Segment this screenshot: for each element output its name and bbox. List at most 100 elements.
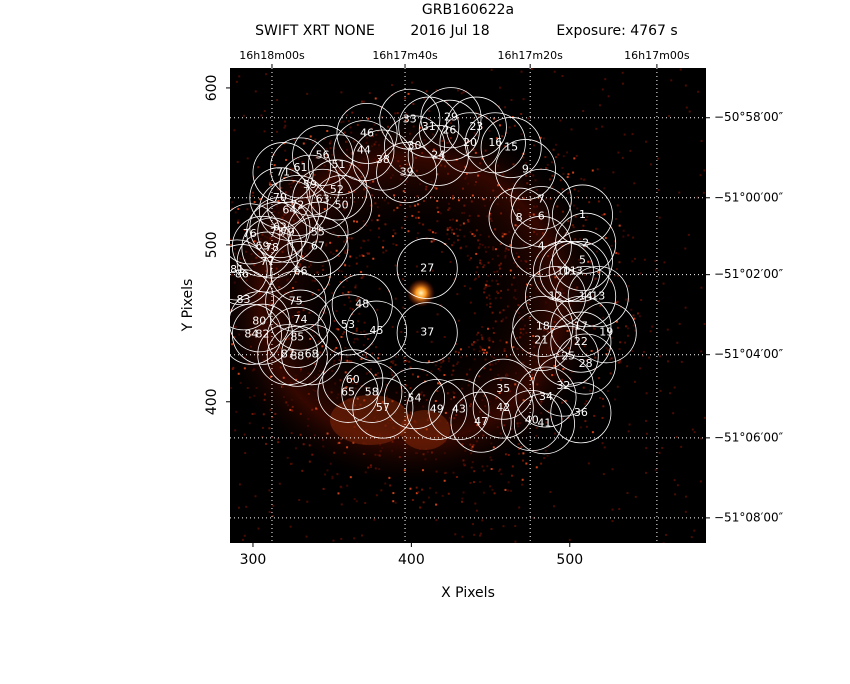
x-tick-label: 400 <box>398 552 425 568</box>
noise-pixel <box>425 90 428 93</box>
noise-pixel <box>404 97 407 100</box>
instrument: SWIFT XRT NONE <box>255 23 375 39</box>
noise-pixel <box>584 402 587 405</box>
noise-pixel <box>219 354 221 356</box>
noise-pixel <box>381 446 384 449</box>
noise-pixel <box>253 240 256 243</box>
noise-pixel <box>269 334 272 337</box>
region-circle <box>336 102 398 164</box>
noise-pixel <box>342 285 345 288</box>
region-label: 22 <box>574 335 588 348</box>
noise-pixel <box>349 164 352 167</box>
region-label: 29 <box>444 111 458 124</box>
noise-pixel <box>372 257 375 260</box>
noise-pixel <box>473 312 476 315</box>
noise-pixel <box>251 194 254 197</box>
noise-pixel <box>510 474 513 477</box>
noise-pixel <box>393 209 396 212</box>
noise-pixel <box>610 244 613 247</box>
noise-pixel <box>465 176 468 179</box>
noise-pixel <box>573 157 576 160</box>
noise-pixel <box>317 340 320 343</box>
noise-pixel <box>617 274 620 277</box>
region-circle <box>230 239 268 301</box>
noise-pixel <box>276 362 279 365</box>
noise-pixel <box>450 398 453 401</box>
noise-pixel <box>556 191 559 194</box>
noise-pixel <box>691 428 694 431</box>
noise-pixel <box>490 68 493 71</box>
noise-pixel <box>588 269 591 272</box>
noise-pixel <box>460 92 463 95</box>
noise-pixel <box>549 272 552 275</box>
noise-pixel <box>604 78 607 81</box>
noise-pixel <box>488 400 491 403</box>
noise-pixel <box>287 210 290 213</box>
y-tick-label: 400 <box>204 388 220 415</box>
noise-pixel <box>394 363 397 366</box>
noise-pixel <box>670 79 673 82</box>
noise-pixel <box>431 231 434 234</box>
region-label: 74 <box>293 313 307 326</box>
noise-pixel <box>419 126 422 129</box>
noise-pixel <box>261 426 264 429</box>
noise-pixel <box>468 214 471 217</box>
noise-pixel <box>561 244 564 247</box>
region-circle <box>287 201 349 263</box>
noise-pixel <box>459 348 462 351</box>
noise-pixel <box>371 145 374 148</box>
noise-pixel <box>465 245 468 248</box>
noise-pixel <box>263 130 266 133</box>
noise-pixel <box>314 279 317 282</box>
noise-pixel <box>435 519 438 522</box>
region-label: 2 <box>582 236 589 249</box>
noise-pixel <box>643 258 646 261</box>
noise-pixel <box>522 328 525 331</box>
noise-pixel <box>374 453 377 456</box>
noise-pixel <box>292 286 295 289</box>
noise-pixel <box>257 166 260 169</box>
noise-pixel <box>374 373 377 376</box>
noise-pixel <box>441 361 444 364</box>
noise-pixel <box>357 164 360 167</box>
noise-pixel <box>535 434 538 437</box>
noise-pixel <box>536 383 539 386</box>
noise-pixel <box>547 410 550 413</box>
noise-pixel <box>322 268 325 271</box>
noise-pixel <box>556 353 559 356</box>
noise-pixel <box>567 173 570 176</box>
noise-pixel <box>609 358 612 361</box>
noise-pixel <box>350 152 353 155</box>
noise-pixel <box>437 367 440 370</box>
noise-pixel <box>477 275 480 278</box>
region-circle <box>230 291 290 353</box>
noise-pixel <box>606 389 609 392</box>
region-label: 81 <box>230 263 244 276</box>
noise-pixel <box>532 517 535 520</box>
noise-pixel <box>363 188 366 191</box>
noise-pixel <box>567 309 570 312</box>
noise-pixel <box>307 193 310 196</box>
noise-pixel <box>522 459 525 462</box>
region-label: 87 <box>281 348 295 361</box>
noise-pixel <box>299 433 302 436</box>
noise-pixel <box>402 190 405 193</box>
noise-pixel <box>485 296 488 299</box>
noise-pixel <box>385 395 388 398</box>
noise-pixel <box>348 380 351 383</box>
noise-pixel <box>301 255 304 258</box>
noise-pixel <box>340 320 343 323</box>
noise-pixel <box>327 169 330 172</box>
noise-pixel <box>504 256 507 259</box>
noise-pixel <box>315 398 318 401</box>
noise-pixel <box>309 264 312 267</box>
y-tick-label: 500 <box>204 231 220 258</box>
noise-pixel <box>275 130 278 133</box>
noise-pixel <box>339 356 342 359</box>
x-tick-label: 500 <box>556 552 583 568</box>
noise-pixel <box>295 378 298 381</box>
noise-pixel <box>446 141 449 144</box>
noise-pixel <box>538 402 541 405</box>
noise-pixel <box>473 341 476 344</box>
noise-pixel <box>279 346 282 349</box>
